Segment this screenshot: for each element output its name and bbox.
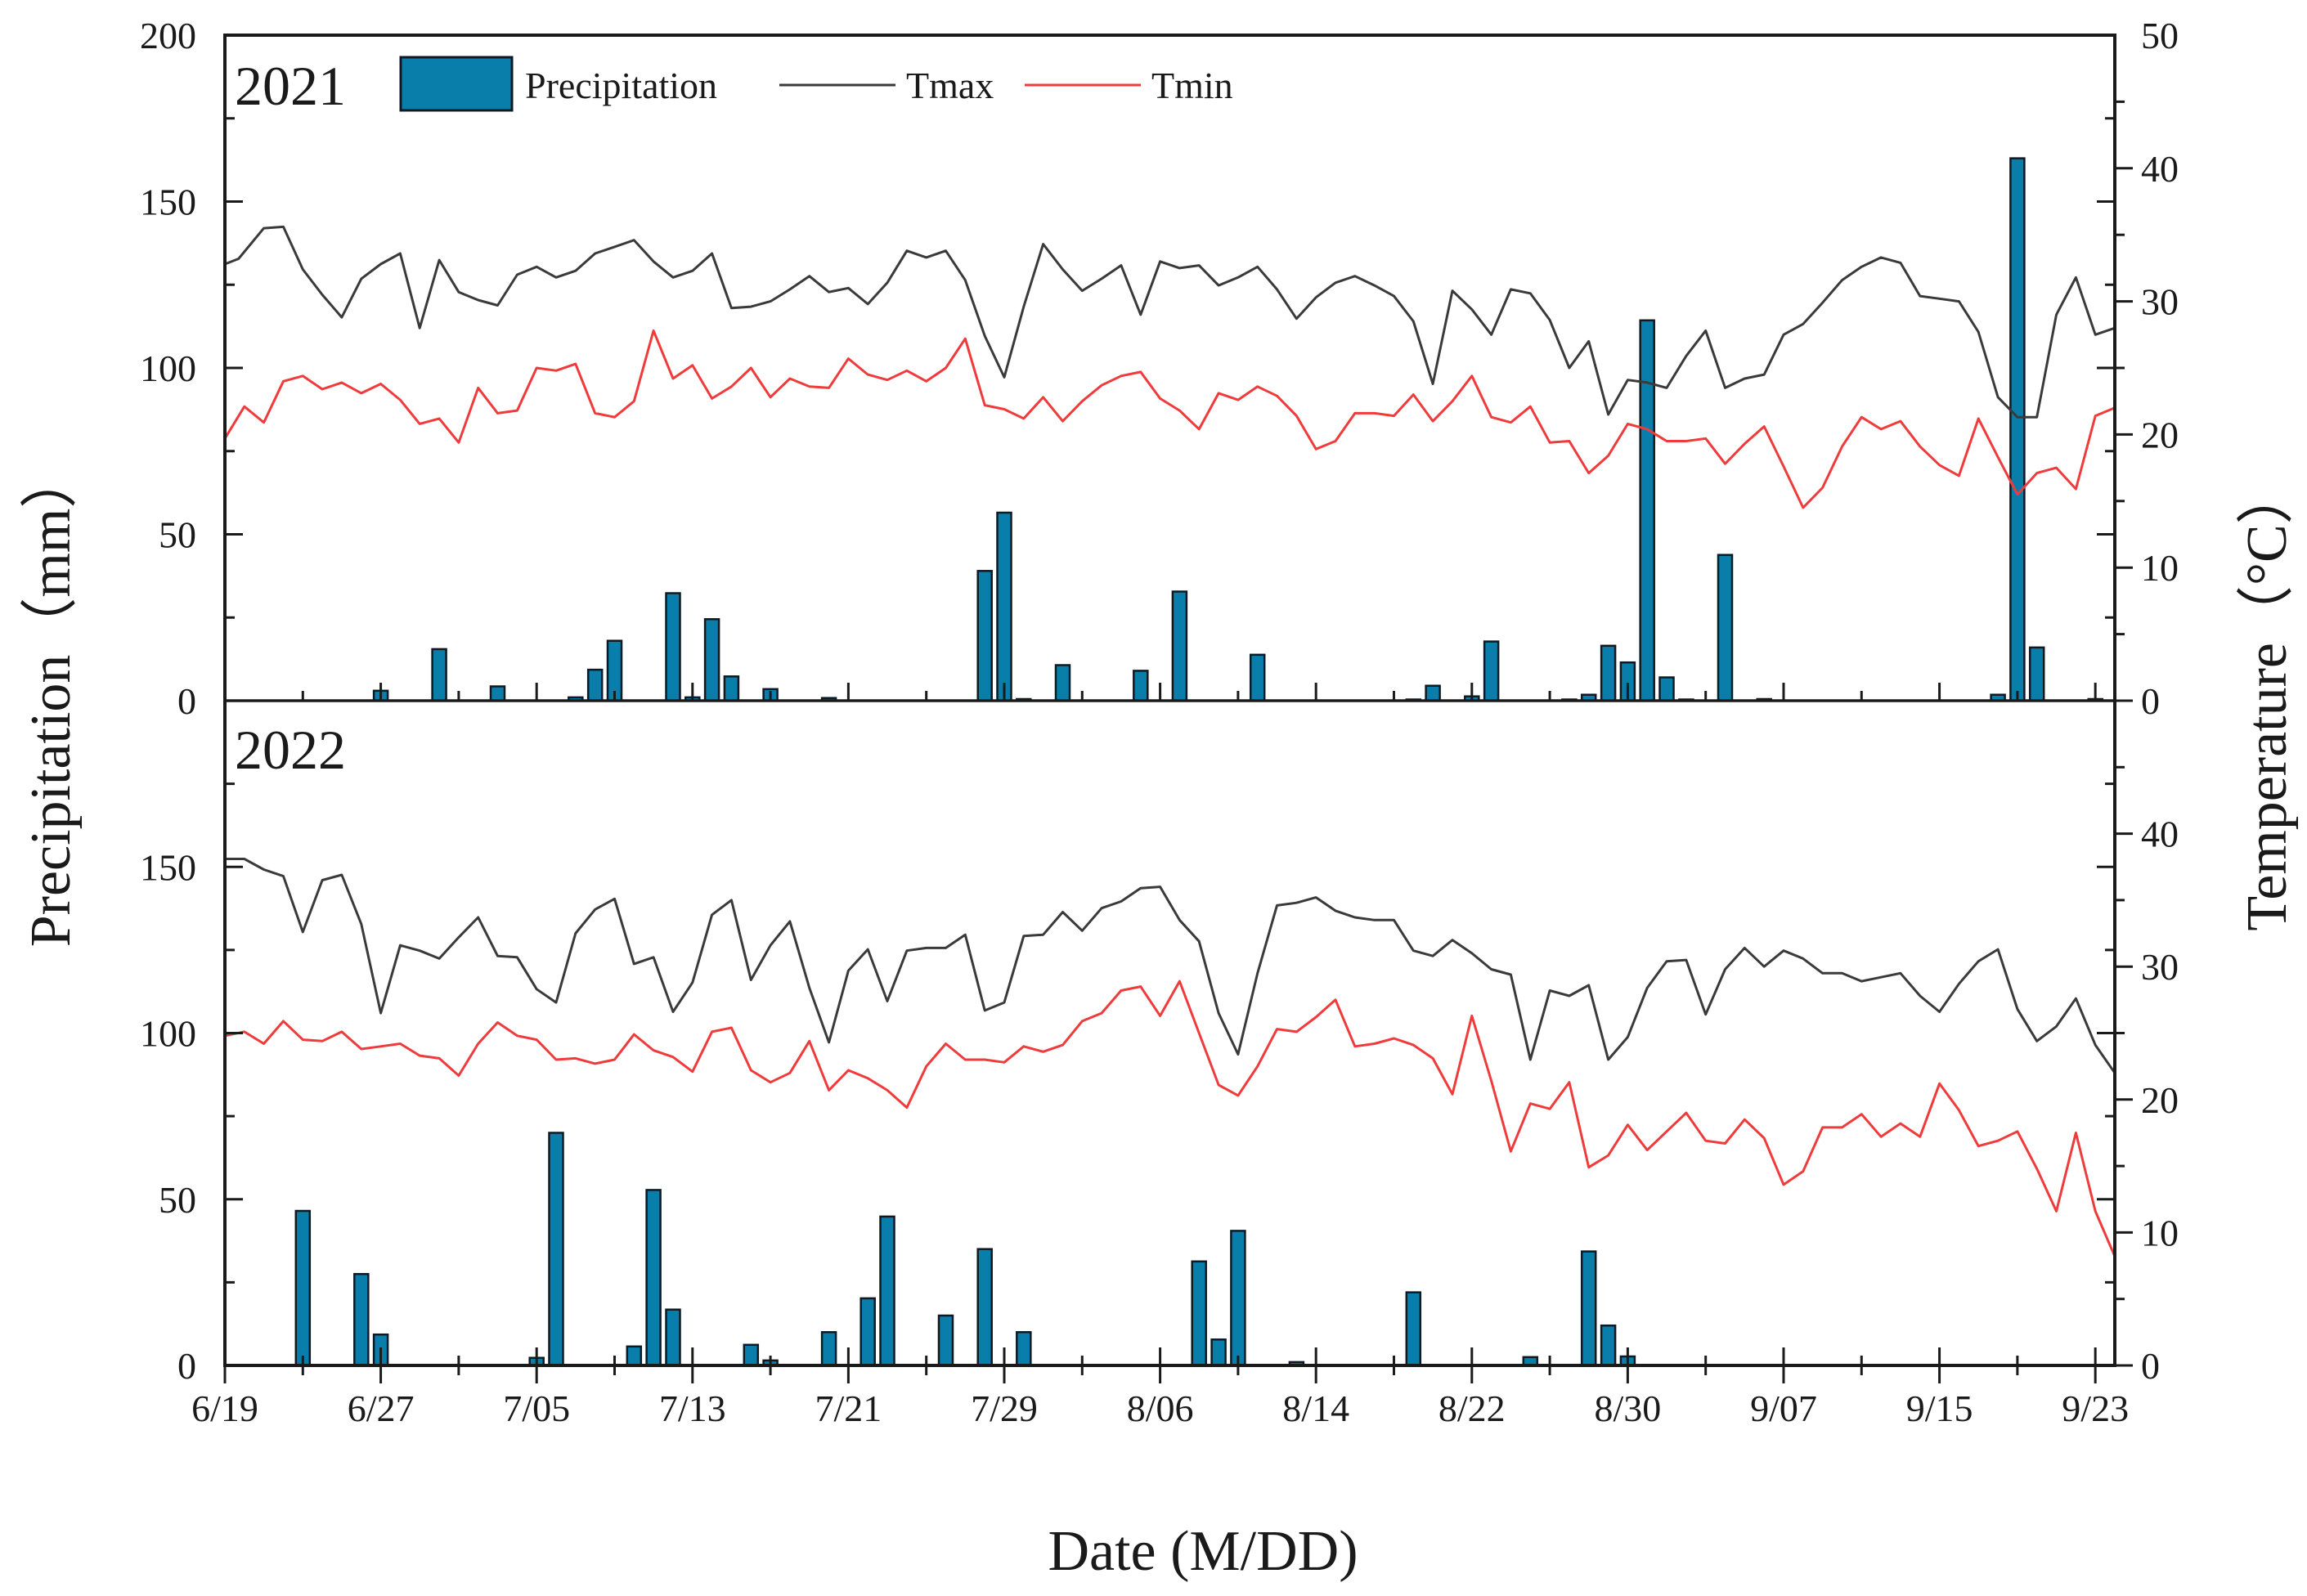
precip-bar-2021-17 bbox=[1171, 590, 1188, 702]
right-tick-label-1-4: 40 bbox=[2141, 814, 2179, 855]
right-tick-label-0-1: 10 bbox=[2141, 547, 2179, 589]
left-tick-label-0-4: 200 bbox=[140, 15, 196, 56]
right-tick-label-1-3: 30 bbox=[2141, 946, 2179, 988]
right-tick-label-0-3: 30 bbox=[2141, 281, 2179, 323]
x-tick-label-5: 7/29 bbox=[971, 1388, 1038, 1429]
precip-bar-2022-12 bbox=[879, 1215, 895, 1367]
x-tick-label-0: 6/19 bbox=[191, 1388, 258, 1429]
left-tick-label-0-2: 100 bbox=[140, 347, 196, 389]
panel-label-2021: 2021 bbox=[235, 55, 346, 117]
legend-swatch-precipitation bbox=[399, 56, 514, 112]
precip-bar-2022-15 bbox=[1016, 1331, 1032, 1367]
precip-bar-2022-4 bbox=[548, 1132, 564, 1367]
tmin-line-2021 bbox=[223, 329, 2116, 509]
temperature-lines bbox=[223, 225, 2116, 1258]
legend-label-tmax: Tmax bbox=[906, 65, 994, 106]
tmax-line-2022 bbox=[225, 858, 2116, 1074]
right-tick-label-1-0: 0 bbox=[2141, 1345, 2160, 1387]
right-tick-label-1-1: 10 bbox=[2141, 1212, 2179, 1253]
precip-bar-2021-22 bbox=[1483, 640, 1500, 702]
precip-bar-2022-1 bbox=[353, 1272, 370, 1367]
precip-bar-2021-34 bbox=[2028, 646, 2045, 702]
left-tick-label-0-0: 0 bbox=[177, 680, 196, 722]
y-axis-title-right: Temperature（°C） bbox=[2236, 467, 2299, 930]
precip-bar-2021-8 bbox=[703, 618, 720, 702]
x-tick-label-1: 6/27 bbox=[348, 1388, 415, 1429]
precip-bar-2021-33 bbox=[2009, 157, 2026, 702]
x-tick-label-12: 9/23 bbox=[2062, 1388, 2129, 1429]
y-axis-title-left: Precipitation（mm） bbox=[20, 451, 83, 948]
precip-bar-2022-11 bbox=[860, 1297, 876, 1367]
tmax-line-2021 bbox=[224, 225, 2116, 419]
panel-label-2022: 2022 bbox=[235, 719, 346, 781]
left-tick-label-0-1: 50 bbox=[159, 514, 196, 556]
right-tick-label-0-2: 20 bbox=[2141, 414, 2179, 455]
precip-bar-2022-22 bbox=[1580, 1250, 1597, 1367]
precip-bar-2022-16 bbox=[1191, 1260, 1207, 1367]
right-tick-label-0-4: 40 bbox=[2141, 148, 2179, 190]
legend: Precipitation Tmax Tmin bbox=[399, 56, 1233, 112]
precip-bar-2022-17 bbox=[1210, 1338, 1227, 1367]
precip-bar-2021-27 bbox=[1639, 319, 1655, 702]
x-tick-label-6: 8/06 bbox=[1127, 1388, 1194, 1429]
precip-bar-2021-15 bbox=[1054, 664, 1071, 702]
precip-bar-2021-4 bbox=[586, 668, 604, 702]
right-tick-label-0-0: 0 bbox=[2141, 680, 2160, 722]
legend-label-tmin: Tmin bbox=[1151, 65, 1233, 106]
precip-bar-2022-10 bbox=[820, 1331, 837, 1367]
x-tick-label-3: 7/13 bbox=[659, 1388, 726, 1429]
x-tick-label-2: 7/05 bbox=[503, 1388, 570, 1429]
x-tick-label-11: 9/15 bbox=[1906, 1388, 1973, 1429]
precip-bar-2021-2 bbox=[489, 685, 506, 702]
precip-bar-2021-13 bbox=[996, 511, 1012, 702]
tmin-line-2022 bbox=[224, 980, 2116, 1258]
precip-bar-2021-6 bbox=[665, 592, 681, 702]
right-tick-label-1-2: 20 bbox=[2141, 1079, 2179, 1121]
precip-bar-2021-25 bbox=[1600, 644, 1617, 702]
precip-bar-2021-28 bbox=[1658, 676, 1675, 702]
x-tick-label-7: 8/14 bbox=[1282, 1388, 1349, 1429]
x-tick-label-9: 8/30 bbox=[1595, 1388, 1662, 1429]
precip-bar-2022-13 bbox=[937, 1314, 954, 1367]
x-axis-title: Date (M/DD) bbox=[1048, 1520, 1358, 1583]
plot-frames bbox=[223, 34, 2116, 1367]
legend-label-precipitation: Precipitation bbox=[525, 65, 717, 106]
x-tick-label-4: 7/21 bbox=[815, 1388, 882, 1429]
precip-bar-2022-8 bbox=[743, 1343, 760, 1367]
precip-bar-2021-30 bbox=[1717, 554, 1734, 702]
precip-bar-2022-0 bbox=[294, 1209, 312, 1367]
precip-bar-2021-1 bbox=[431, 648, 447, 702]
precip-bar-2022-18 bbox=[1230, 1230, 1246, 1367]
precip-bar-2022-5 bbox=[626, 1345, 643, 1367]
precip-bar-2022-6 bbox=[645, 1189, 662, 1367]
x-tick-label-8: 8/22 bbox=[1439, 1388, 1506, 1429]
precip-bar-2021-12 bbox=[976, 570, 993, 702]
precip-bar-2022-14 bbox=[976, 1248, 993, 1367]
precip-bar-2021-16 bbox=[1133, 670, 1149, 702]
left-tick-label-1-0: 0 bbox=[177, 1345, 196, 1387]
left-tick-label-1-1: 50 bbox=[159, 1179, 196, 1221]
left-tick-label-0-3: 150 bbox=[140, 182, 196, 223]
precip-bar-2021-18 bbox=[1249, 653, 1266, 702]
precip-bar-2021-9 bbox=[723, 675, 740, 702]
precip-bar-2022-23 bbox=[1600, 1324, 1617, 1367]
precip-bar-2022-20 bbox=[1405, 1291, 1422, 1367]
left-tick-label-1-2: 100 bbox=[140, 1013, 196, 1055]
precip-bar-2021-20 bbox=[1425, 684, 1441, 702]
left-tick-label-1-3: 150 bbox=[140, 846, 196, 888]
right-tick-label-0-5: 50 bbox=[2141, 15, 2179, 56]
precip-bar-2022-7 bbox=[665, 1308, 681, 1367]
panel-2022-precipitation-bars bbox=[294, 1132, 1636, 1367]
axis-ticks: 0 50 100 150 200 0 10 20 30 40 50 0 50 100 150 0 10 20 30 4… bbox=[140, 15, 2179, 1429]
x-tick-label-10: 9/07 bbox=[1750, 1388, 1817, 1429]
